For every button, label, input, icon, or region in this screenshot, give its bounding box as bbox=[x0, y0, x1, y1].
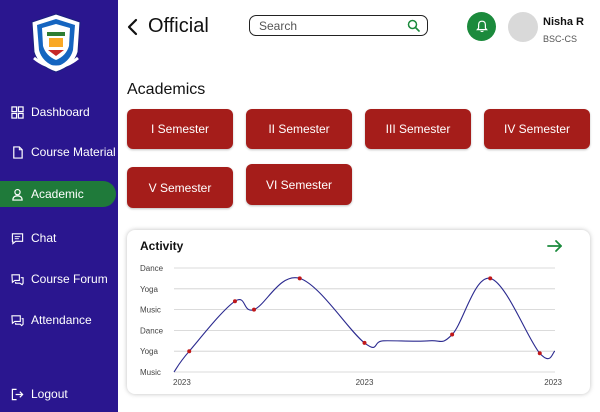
data-point[interactable] bbox=[187, 349, 192, 354]
logout-icon bbox=[10, 387, 24, 401]
sidebar-item-label: Course Material bbox=[31, 145, 116, 159]
activity-title: Activity bbox=[140, 239, 184, 253]
activity-chart: Music Yoga Dance Music Yoga Dance 2023 2023 2023 bbox=[140, 264, 563, 387]
college-logo bbox=[31, 13, 81, 73]
academics-title: Academics bbox=[127, 81, 206, 98]
user-name: Nisha R bbox=[543, 16, 584, 28]
page-title: Official bbox=[148, 15, 209, 37]
document-icon bbox=[10, 145, 24, 159]
semester-6-button[interactable]: VI Semester bbox=[246, 164, 352, 205]
data-point[interactable] bbox=[362, 340, 367, 345]
series-line bbox=[173, 277, 556, 373]
data-point[interactable] bbox=[488, 276, 493, 281]
semester-1-button[interactable]: I Semester bbox=[127, 109, 233, 149]
arrow-right-icon[interactable] bbox=[546, 238, 564, 254]
forum-icon bbox=[10, 272, 24, 286]
sidebar-item-chat[interactable]: Chat bbox=[0, 225, 118, 251]
search-icon[interactable] bbox=[407, 19, 420, 32]
y-tick-label: Yoga bbox=[140, 285, 159, 294]
sidebar-item-label: Attendance bbox=[31, 313, 92, 327]
x-tick-label: 2023 bbox=[544, 378, 562, 387]
data-point[interactable] bbox=[450, 332, 455, 337]
sidebar-item-course-forum[interactable]: Course Forum bbox=[0, 266, 118, 292]
semester-2-button[interactable]: II Semester bbox=[246, 109, 352, 149]
x-tick-label: 2023 bbox=[173, 378, 191, 387]
semester-5-button[interactable]: V Semester bbox=[127, 167, 233, 208]
grid-icon bbox=[10, 105, 24, 119]
sidebar-item-attendance[interactable]: Attendance bbox=[0, 307, 118, 333]
data-point[interactable] bbox=[297, 276, 302, 281]
sidebar-item-course-material[interactable]: Course Material bbox=[0, 139, 118, 165]
semester-4-button[interactable]: IV Semester bbox=[484, 109, 590, 149]
sidebar-item-academic[interactable]: Academic bbox=[0, 181, 116, 207]
logout-button[interactable]: Logout bbox=[0, 381, 118, 407]
sidebar-item-label: Chat bbox=[31, 231, 57, 245]
y-tick-label: Dance bbox=[140, 264, 164, 273]
data-point[interactable] bbox=[252, 307, 257, 312]
y-tick-label: Yoga bbox=[140, 347, 159, 356]
bell-icon bbox=[475, 20, 488, 33]
notification-button[interactable] bbox=[467, 12, 496, 41]
sidebar: Dashboard Course Material Academic Chat … bbox=[0, 0, 118, 412]
data-point[interactable] bbox=[537, 351, 542, 356]
sidebar-item-label: Course Forum bbox=[31, 272, 108, 286]
semester-3-button[interactable]: III Semester bbox=[365, 109, 471, 149]
activity-card: Activity Music Yoga Dance Music Yoga Dance 202… bbox=[127, 230, 590, 394]
chat-icon bbox=[10, 231, 24, 245]
y-tick-label: Dance bbox=[140, 326, 164, 335]
back-arrow-icon[interactable] bbox=[125, 16, 141, 38]
sidebar-item-dashboard[interactable]: Dashboard bbox=[0, 99, 118, 125]
user-program: BSC-CS bbox=[543, 34, 578, 44]
data-point[interactable] bbox=[232, 299, 237, 304]
y-tick-label: Music bbox=[140, 306, 161, 315]
sidebar-item-label: Dashboard bbox=[31, 105, 90, 119]
user-icon bbox=[10, 187, 24, 201]
avatar[interactable] bbox=[508, 12, 538, 42]
search-input[interactable] bbox=[259, 18, 399, 33]
logout-label: Logout bbox=[31, 387, 68, 401]
y-tick-label: Music bbox=[140, 368, 161, 377]
sidebar-item-label: Academic bbox=[31, 187, 84, 201]
search-box bbox=[249, 15, 428, 36]
attendance-icon bbox=[10, 313, 24, 327]
x-tick-label: 2023 bbox=[356, 378, 374, 387]
